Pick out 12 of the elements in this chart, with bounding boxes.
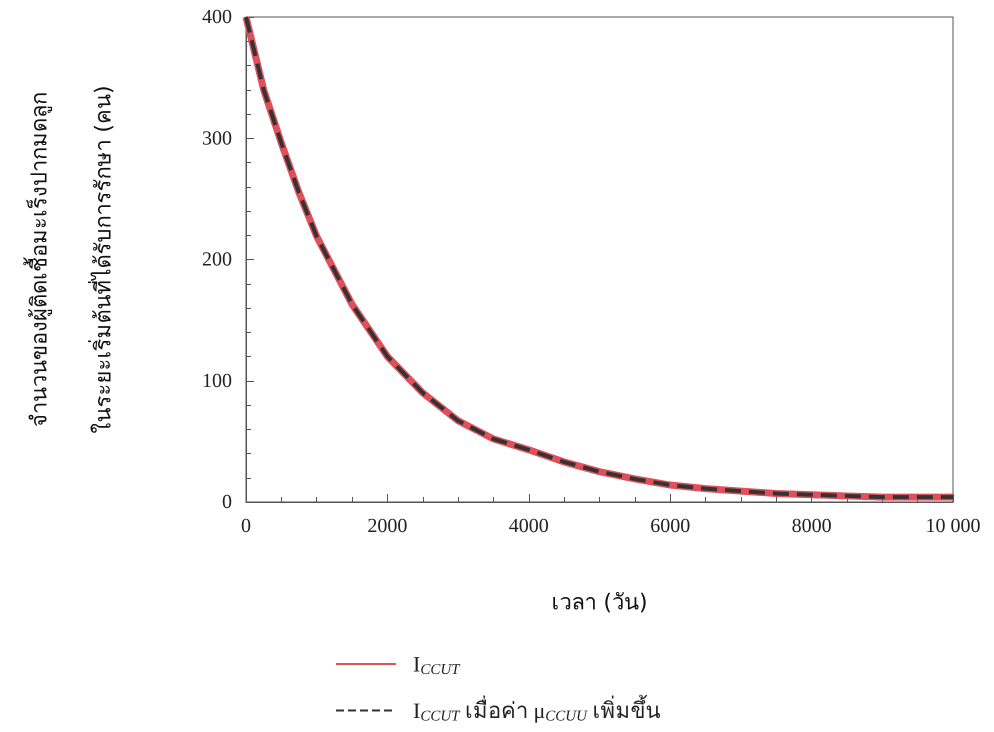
- y-tick-label: 400: [202, 6, 232, 28]
- x-tick-label: 4000: [508, 515, 549, 537]
- x-tick-label: 10 000: [926, 515, 980, 537]
- x-tick-label: 6000: [650, 515, 690, 537]
- y-tick-label: 100: [202, 370, 232, 392]
- y-tick-label: 300: [202, 127, 232, 150]
- y-tick-label: 0: [222, 491, 232, 513]
- x-tick-label: 0: [241, 515, 251, 537]
- y-tick-label: 200: [202, 248, 232, 270]
- x-tick-label: 2000: [367, 515, 408, 537]
- x-axis-title: เวลา (วัน): [551, 590, 648, 616]
- x-tick-label: 8000: [792, 515, 832, 537]
